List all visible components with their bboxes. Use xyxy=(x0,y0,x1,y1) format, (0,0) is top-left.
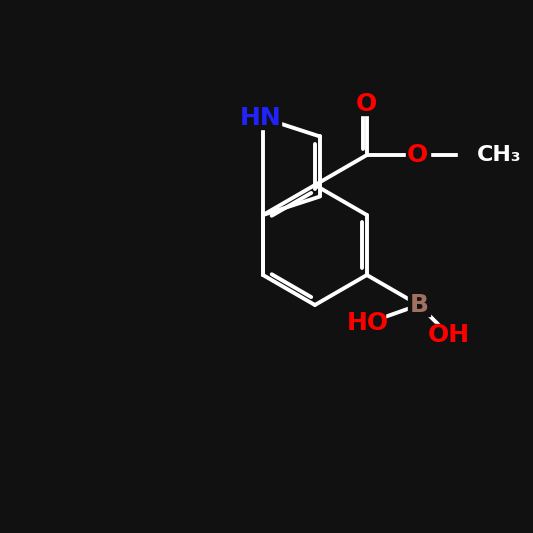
Bar xyxy=(351,312,385,334)
Text: CH₃: CH₃ xyxy=(477,145,521,165)
Text: B: B xyxy=(409,293,429,317)
Bar xyxy=(406,144,430,166)
Text: HN: HN xyxy=(240,106,282,130)
Text: O: O xyxy=(407,143,429,167)
Bar xyxy=(241,107,281,129)
Bar xyxy=(355,93,379,115)
Bar xyxy=(432,324,466,346)
Text: OH: OH xyxy=(428,323,470,347)
Bar xyxy=(408,294,430,316)
Text: HO: HO xyxy=(347,311,389,335)
Text: O: O xyxy=(356,92,377,116)
Bar xyxy=(458,144,496,166)
